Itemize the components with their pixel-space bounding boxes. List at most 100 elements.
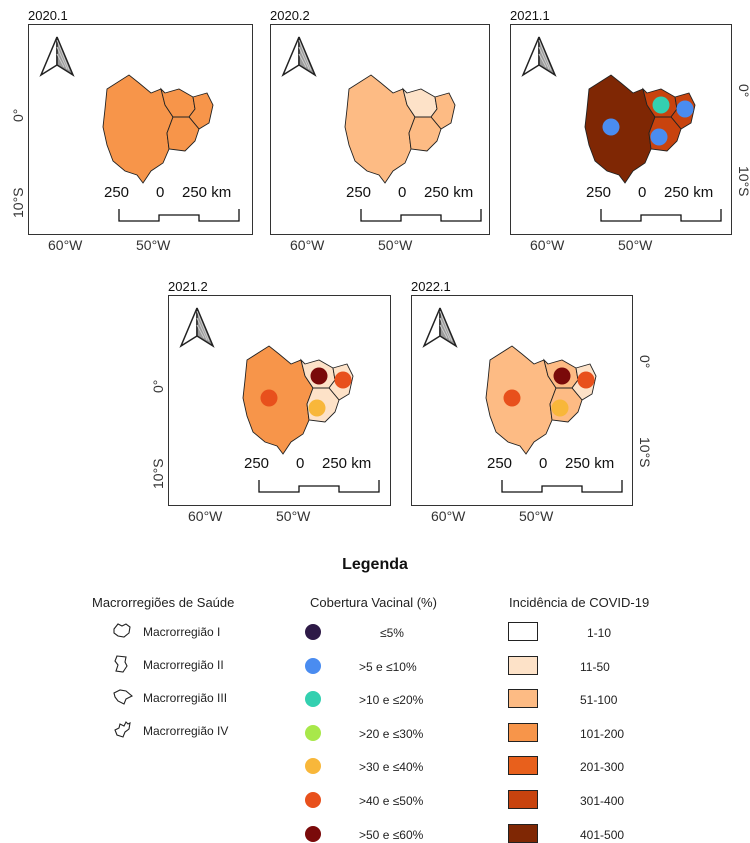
longitude-label: 50°W	[618, 237, 653, 253]
coverage-legend-dot	[305, 724, 321, 741]
map-frame	[411, 295, 633, 506]
region-macrorregiao-iii	[430, 92, 456, 130]
coverage-legend-dot	[305, 758, 321, 775]
scale-bar-label: 250 km	[664, 184, 714, 201]
north-arrow-icon	[39, 36, 75, 77]
macrorregiao-outline-icon	[112, 720, 134, 745]
incidence-legend-label: 301-400	[580, 794, 625, 808]
coverage-legend-label: >10 e ≤20%	[359, 693, 424, 708]
scale-bar	[501, 480, 623, 493]
latitude-label: 0°	[150, 379, 166, 393]
coverage-legend-dot	[305, 691, 321, 708]
coverage-legend-dot	[305, 792, 321, 808]
latitude-label: 0°	[10, 108, 26, 122]
incidence-legend-swatch	[508, 790, 538, 809]
macrorregiao-outline-icon	[112, 687, 134, 712]
scale-bar-label: 250	[586, 184, 612, 201]
scale-bar	[258, 480, 380, 493]
north-arrow-icon	[281, 36, 317, 77]
scale-bar-label: 250	[346, 184, 372, 201]
incidence-legend-swatch	[508, 689, 538, 709]
incidence-legend-swatch	[508, 622, 538, 641]
north-arrow-icon	[179, 307, 215, 348]
latitude-label: 0°	[637, 355, 653, 369]
region-macrorregiao-i	[344, 74, 416, 184]
scale-bar-label: 0	[398, 184, 407, 201]
latitude-label: 10°S	[150, 458, 166, 489]
map-frame	[168, 295, 391, 506]
map-svg	[281, 36, 482, 222]
panel-title: 2022.1	[411, 279, 451, 294]
scale-bar-label: 0	[638, 184, 647, 201]
incidence-legend-swatch	[508, 655, 538, 675]
coverage-legend-label: >5 e ≤10%	[359, 659, 417, 674]
map-svg	[422, 307, 623, 493]
incidence-legend-label: 201-300	[580, 760, 625, 775]
map-frame	[510, 24, 732, 235]
scale-bar-label: 250	[244, 455, 270, 472]
macrorregiao-label: Macrorregião I	[143, 625, 221, 639]
coverage-legend-label: >50 e ≤60%	[359, 827, 424, 842]
longitude-label: 60°W	[48, 237, 83, 253]
scale-bar	[360, 209, 482, 222]
macro-legend-title: Macrorregiões de Saúde	[92, 595, 235, 610]
legend-title: Legenda	[342, 556, 408, 573]
incidence-legend-label: 51-100	[580, 693, 618, 708]
macrorregiao-label: Macrorregião IV	[143, 724, 229, 738]
longitude-label: 60°W	[431, 508, 466, 524]
region-macrorregiao-iv	[166, 116, 200, 152]
map-svg	[521, 36, 722, 222]
map-frame	[28, 24, 253, 235]
incidence-legend-label: 11-50	[580, 659, 610, 674]
map-svg	[39, 36, 240, 222]
north-arrow-icon	[521, 36, 557, 77]
region-macrorregiao-i	[242, 345, 314, 455]
latitude-label: 10°S	[736, 166, 750, 197]
longitude-label: 60°W	[530, 237, 565, 253]
coverage-dot	[553, 367, 571, 385]
incidence-legend-title: Incidência de COVID-19	[509, 595, 650, 610]
region-macrorregiao-i	[584, 74, 656, 184]
coverage-legend-label: ≤5%	[380, 626, 404, 640]
latitude-label: 0°	[736, 84, 750, 98]
map-frame	[270, 24, 490, 235]
incidence-legend-label: 101-200	[580, 726, 625, 741]
longitude-label: 50°W	[276, 508, 311, 524]
macrorregiao-outline-icon	[112, 621, 134, 646]
coverage-legend-label: >20 e ≤30%	[359, 726, 424, 741]
scale-bar-label: 250	[104, 184, 130, 201]
panel-title: 2020.2	[270, 8, 310, 23]
panel-title: 2021.2	[168, 279, 208, 294]
scale-bar	[118, 209, 240, 222]
scale-bar-label: 0	[539, 455, 548, 472]
incidence-legend-swatch	[508, 722, 538, 742]
region-macrorregiao-iv	[408, 116, 442, 152]
scale-bar-label: 0	[156, 184, 165, 201]
region-macrorregiao-iii	[188, 92, 214, 130]
coverage-legend-dot	[305, 657, 321, 674]
coverage-dot	[334, 371, 352, 389]
region-macrorregiao-i	[485, 345, 557, 455]
longitude-label: 50°W	[378, 237, 413, 253]
coverage-legend-dot	[305, 624, 321, 640]
incidence-legend-swatch	[508, 756, 538, 776]
longitude-label: 60°W	[188, 508, 223, 524]
coverage-dot	[676, 100, 694, 118]
coverage-legend-title: Cobertura Vacinal (%)	[310, 595, 437, 610]
scale-bar-label: 250 km	[322, 455, 372, 472]
panel-title: 2021.1	[510, 8, 550, 23]
scale-bar-label: 250 km	[565, 455, 615, 472]
coverage-dot	[308, 399, 326, 417]
scale-bar	[600, 209, 722, 222]
coverage-dot	[260, 389, 278, 407]
longitude-label: 50°W	[136, 237, 171, 253]
coverage-dot	[602, 118, 620, 136]
coverage-dot	[310, 367, 328, 385]
macrorregiao-outline-icon	[112, 654, 134, 679]
scale-bar-label: 250 km	[424, 184, 474, 201]
coverage-dot	[652, 96, 670, 114]
longitude-label: 50°W	[519, 508, 554, 524]
region-macrorregiao-i	[102, 74, 174, 184]
north-arrow-icon	[422, 307, 458, 348]
coverage-legend-label: >40 e ≤50%	[359, 794, 424, 808]
